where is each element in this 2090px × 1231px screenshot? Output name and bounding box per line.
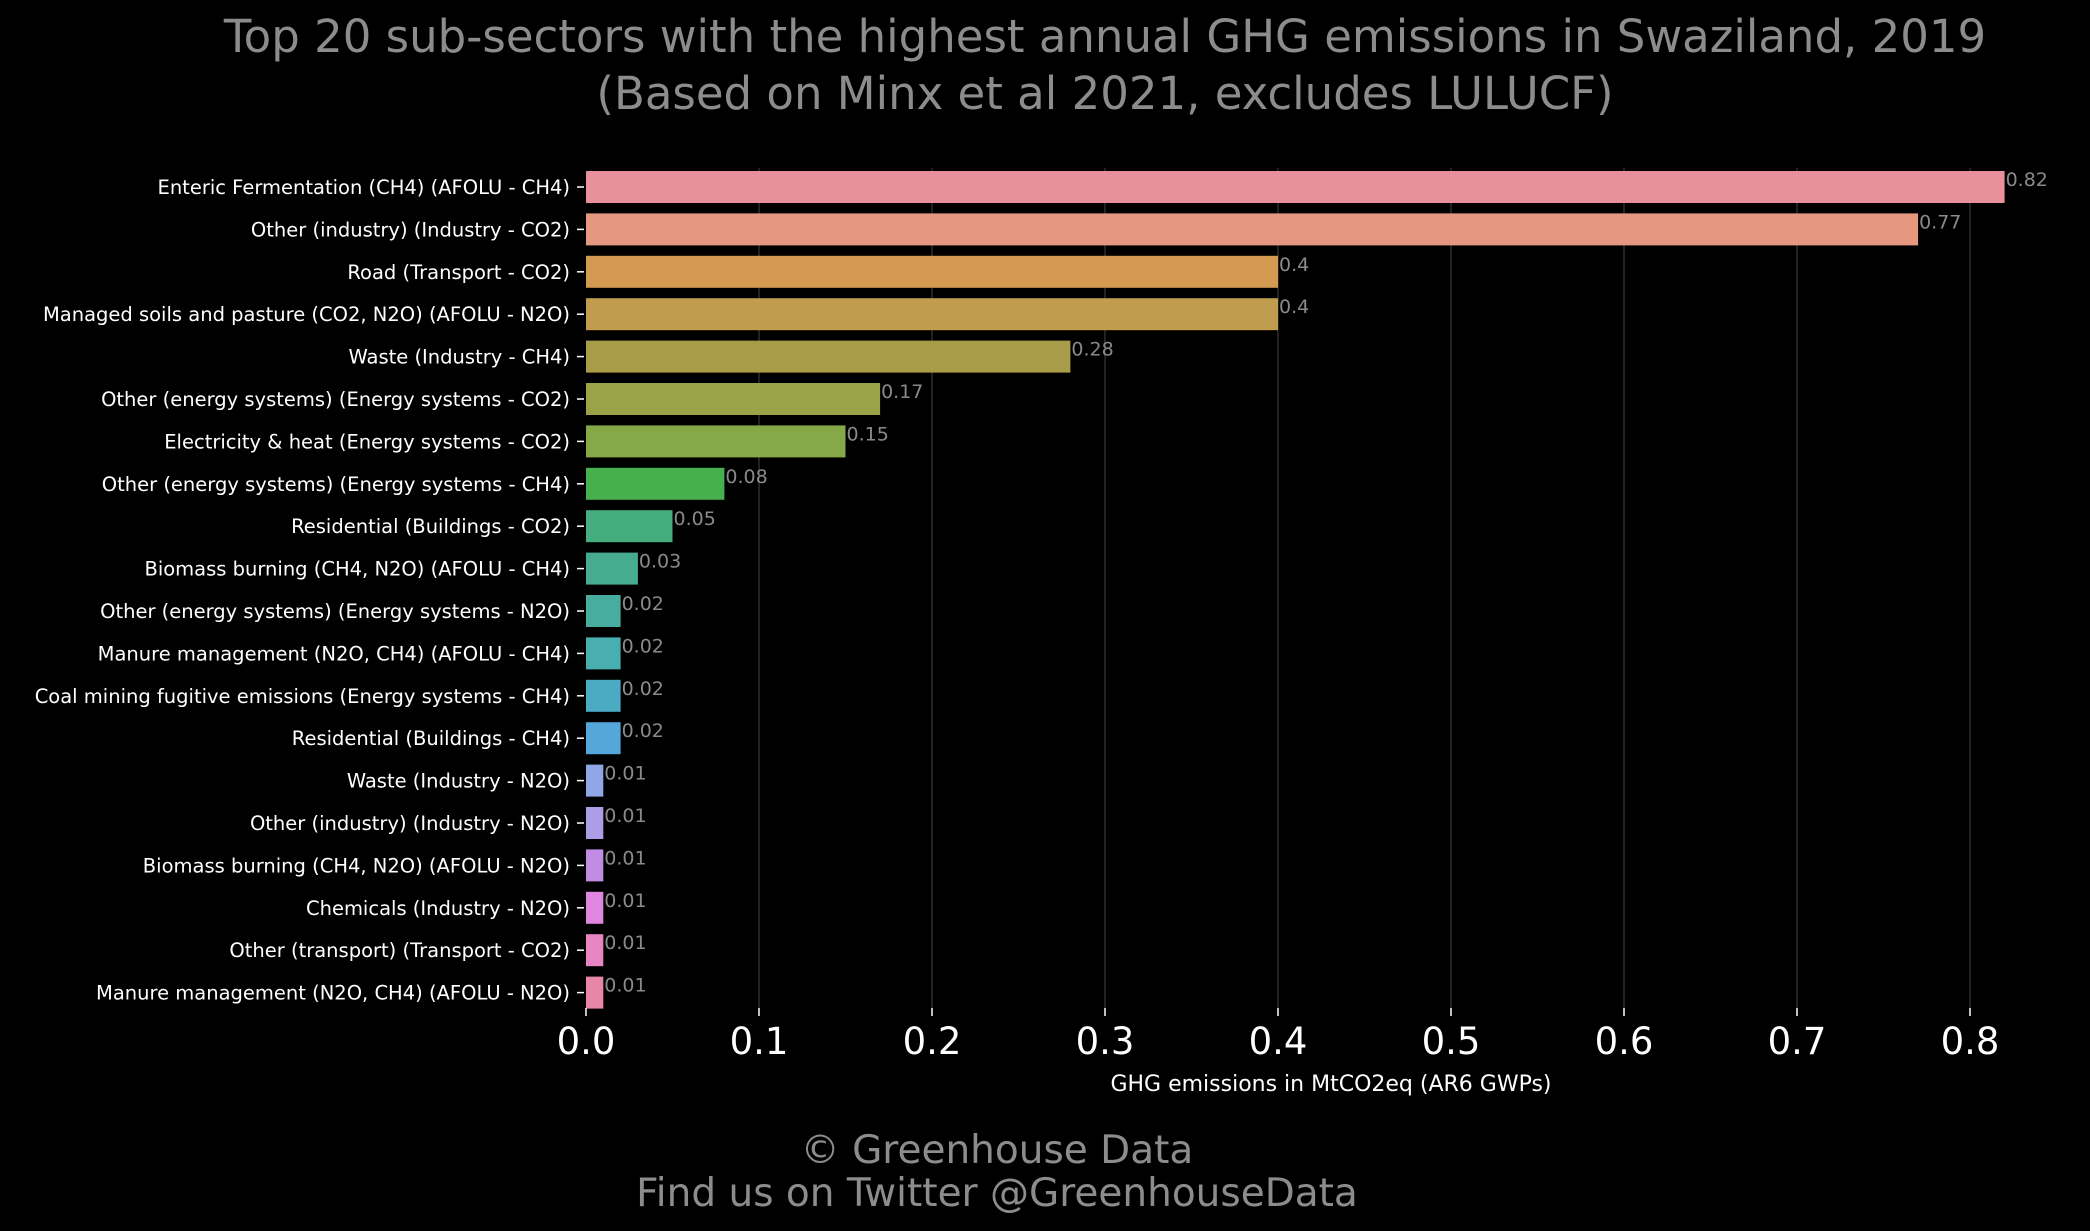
x-axis: 0.0 0.1 0.2 0.3 0.4 0.5 0.6 0.7 0.8: [557, 1008, 2000, 1063]
category-label-3: Road (Transport - CO2): [347, 261, 570, 284]
bar-5: [586, 340, 1071, 373]
x-tick-label-6: 0.6: [1595, 1020, 1654, 1063]
x-axis-title: GHG emissions in MtCO2eq (AR6 GWPs): [1110, 1072, 1551, 1097]
chart-title: Top 20 sub-sectors with the highest annu…: [223, 10, 1986, 63]
bar-9: [586, 510, 673, 543]
value-label-18: 0.01: [604, 890, 646, 912]
category-label-15: Waste (Industry - N2O): [347, 770, 570, 793]
bar-17: [586, 849, 604, 882]
category-label-20: Manure management (N2O, CH4) (AFOLU - N2…: [96, 982, 570, 1005]
footer-twitter: Find us on Twitter @GreenhouseData: [636, 1171, 1358, 1216]
value-label-19: 0.01: [604, 932, 646, 954]
category-label-1: Enteric Fermentation (CH4) (AFOLU - CH4): [158, 176, 571, 199]
bar-12: [586, 637, 621, 670]
category-label-4: Managed soils and pasture (CO2, N2O) (AF…: [43, 303, 570, 326]
category-labels: Enteric Fermentation (CH4) (AFOLU - CH4)…: [35, 176, 584, 1005]
value-label-10: 0.03: [639, 551, 681, 573]
category-label-18: Chemicals (Industry - N2O): [306, 897, 570, 920]
x-tick-label-8: 0.8: [1941, 1020, 2000, 1063]
x-tick-label-0: 0.0: [557, 1020, 616, 1063]
x-tick-label-2: 0.2: [903, 1020, 962, 1063]
value-label-3: 0.4: [1279, 254, 1309, 276]
x-tick-label-3: 0.3: [1076, 1020, 1135, 1063]
x-tick-label-5: 0.5: [1422, 1020, 1481, 1063]
bar-20: [586, 976, 604, 1009]
value-label-7: 0.15: [847, 423, 889, 445]
category-label-16: Other (industry) (Industry - N2O): [250, 812, 570, 835]
value-labels: 0.82 0.77 0.4 0.4 0.28 0.17 0.15 0.08 0.05 0.03 0.…: [604, 169, 2048, 997]
category-label-13: Coal mining fugitive emissions (Energy s…: [35, 685, 570, 708]
footer-copyright: © Greenhouse Data: [801, 1128, 1194, 1173]
value-label-6: 0.17: [881, 381, 923, 403]
value-label-17: 0.01: [604, 847, 646, 869]
chart-subtitle: (Based on Minx et al 2021, excludes LULU…: [596, 67, 1613, 120]
x-tick-label-7: 0.7: [1768, 1020, 1827, 1063]
value-label-2: 0.77: [1919, 211, 1961, 233]
value-label-14: 0.02: [622, 720, 664, 742]
bar-11: [586, 595, 621, 627]
value-label-16: 0.01: [604, 805, 646, 827]
value-label-15: 0.01: [604, 763, 646, 785]
bar-2: [586, 213, 1919, 246]
value-label-20: 0.01: [604, 975, 646, 997]
bars: [586, 171, 2005, 1009]
value-label-1: 0.82: [2006, 169, 2048, 191]
bar-7: [586, 425, 846, 458]
bar-4: [586, 298, 1278, 331]
category-label-5: Waste (Industry - CH4): [348, 346, 570, 369]
bar-16: [586, 807, 604, 839]
value-label-11: 0.02: [622, 593, 664, 615]
value-label-12: 0.02: [622, 635, 664, 657]
bar-10: [586, 552, 638, 585]
bar-3: [586, 255, 1278, 288]
category-label-19: Other (transport) (Transport - CO2): [229, 939, 570, 962]
category-label-2: Other (industry) (Industry - CO2): [251, 218, 570, 241]
value-label-5: 0.28: [1071, 339, 1113, 361]
bar-6: [586, 383, 881, 415]
value-label-8: 0.08: [725, 466, 767, 488]
category-label-12: Manure management (N2O, CH4) (AFOLU - CH…: [98, 642, 570, 665]
category-label-9: Residential (Buildings - CO2): [291, 515, 570, 538]
category-label-8: Other (energy systems) (Energy systems -…: [102, 473, 570, 496]
bar-1: [586, 171, 2005, 203]
bar-19: [586, 934, 604, 967]
category-label-17: Biomass burning (CH4, N2O) (AFOLU - N2O): [143, 854, 570, 877]
bar-15: [586, 764, 604, 797]
value-label-4: 0.4: [1279, 296, 1309, 318]
x-tick-label-4: 0.4: [1249, 1020, 1308, 1063]
category-label-7: Electricity & heat (Energy systems - CO2…: [164, 430, 570, 453]
bar-14: [586, 722, 621, 755]
category-label-10: Biomass burning (CH4, N2O) (AFOLU - CH4): [144, 558, 570, 581]
bar-13: [586, 679, 621, 712]
value-label-9: 0.05: [674, 508, 716, 530]
bar-18: [586, 891, 604, 924]
category-label-11: Other (energy systems) (Energy systems -…: [100, 600, 570, 623]
bar-8: [586, 467, 725, 500]
category-label-14: Residential (Buildings - CH4): [292, 727, 570, 750]
x-tick-label-1: 0.1: [730, 1020, 789, 1063]
value-label-13: 0.02: [622, 678, 664, 700]
category-label-6: Other (energy systems) (Energy systems -…: [101, 388, 570, 411]
